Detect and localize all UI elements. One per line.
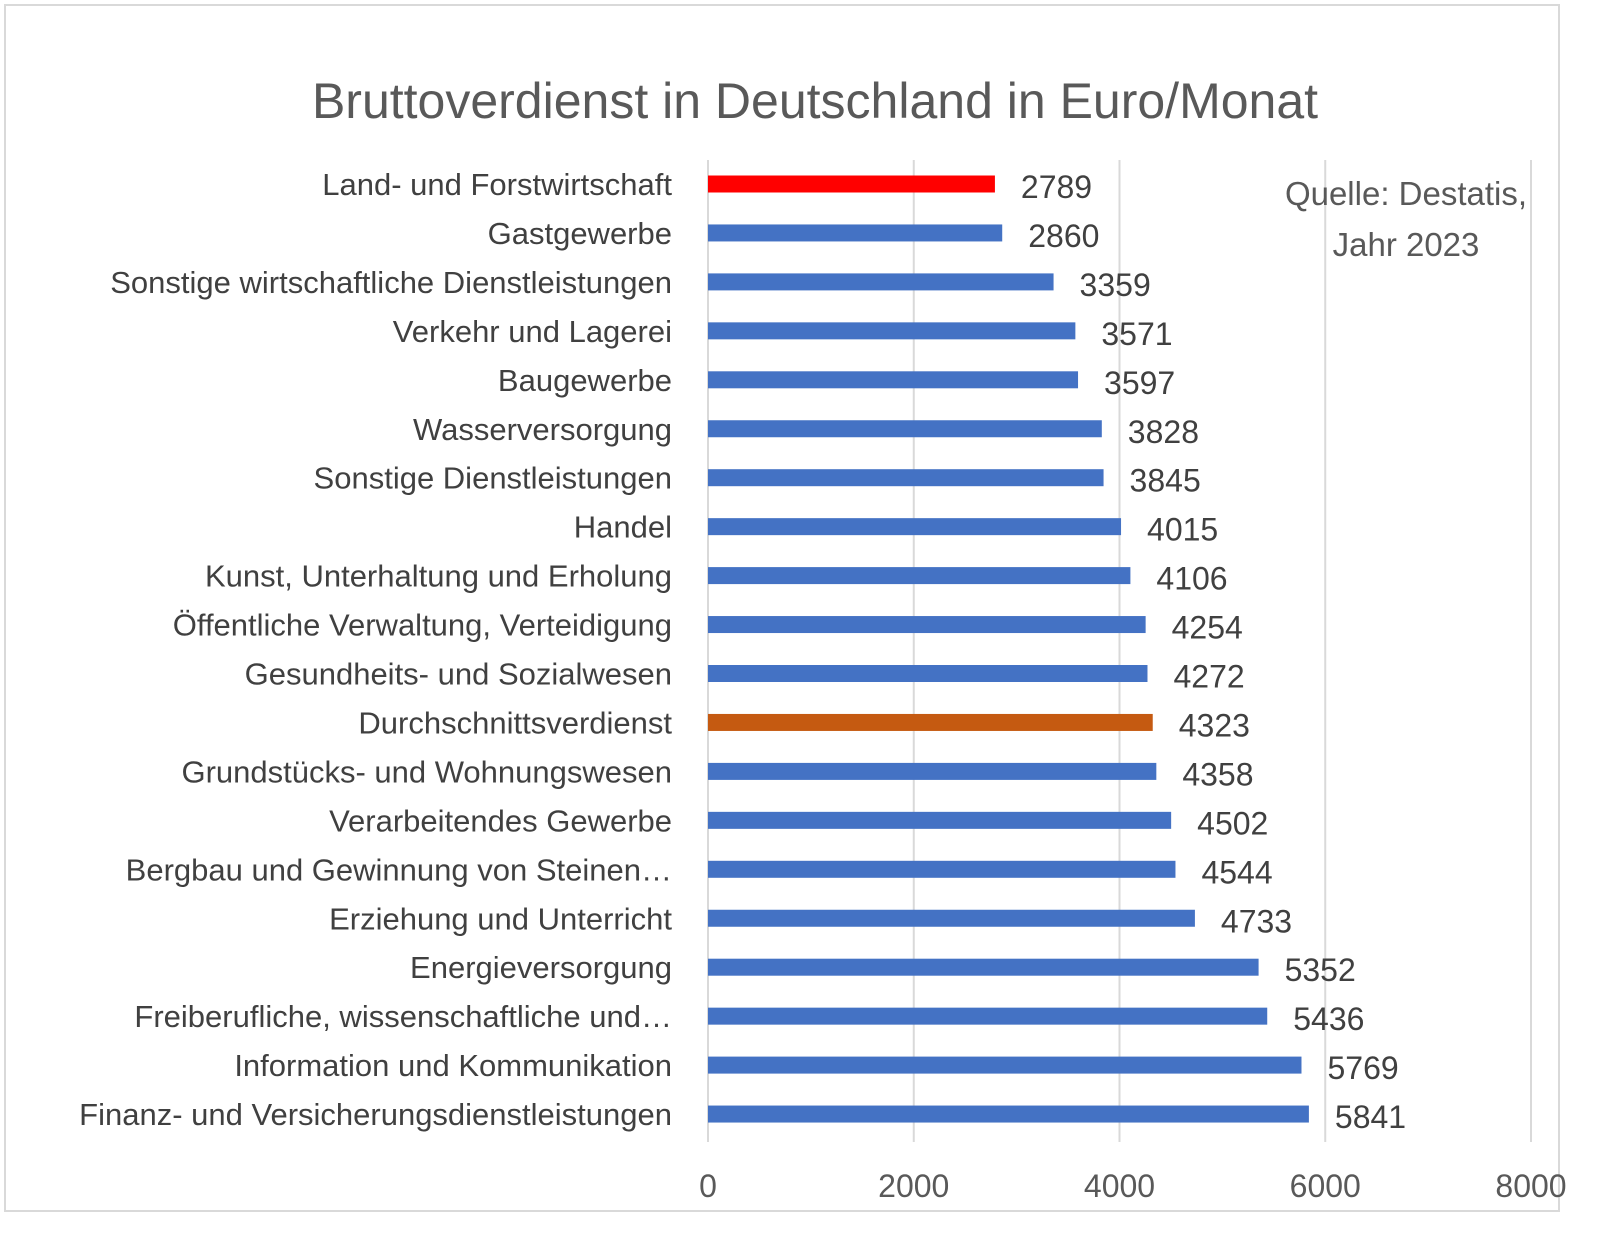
gridlines xyxy=(707,160,1532,1142)
category-label: Wasserversorgung xyxy=(413,412,672,447)
data-label: 5352 xyxy=(1285,952,1356,988)
category-label: Sonstige Dienstleistungen xyxy=(314,461,672,496)
category-label: Bergbau und Gewinnung von Steinen… xyxy=(126,852,672,887)
bar xyxy=(708,322,1076,340)
category-label: Handel xyxy=(574,510,672,545)
bar xyxy=(708,909,1195,927)
source-note-line-1: Quelle: Destatis, xyxy=(1285,175,1527,212)
bar xyxy=(708,665,1148,682)
category-label: Finanz- und Versicherungsdienstleistunge… xyxy=(79,1097,672,1132)
bar xyxy=(708,958,1259,976)
bar xyxy=(708,860,1176,878)
bar xyxy=(708,273,1054,291)
bar xyxy=(708,518,1122,536)
category-label: Durchschnittsverdienst xyxy=(358,705,672,740)
category-label: Gesundheits- und Sozialwesen xyxy=(245,657,672,692)
category-label: Grundstücks- und Wohnungswesen xyxy=(181,754,672,789)
bar xyxy=(708,616,1146,634)
category-label: Kunst, Unterhaltung und Erholung xyxy=(205,559,672,594)
category-label: Freiberufliche, wissenschaftliche und… xyxy=(134,999,672,1034)
bar xyxy=(708,1105,1309,1123)
x-tick-label: 6000 xyxy=(1290,1168,1361,1204)
bar xyxy=(708,762,1157,780)
category-labels: Land- und Forstwirtschaft Gastgewerbe Sons… xyxy=(79,167,672,1132)
data-label: 4323 xyxy=(1179,707,1250,743)
chart-title: Bruttoverdienst in Deutschland in Euro/M… xyxy=(312,73,1318,129)
category-label: Sonstige wirtschaftliche Dienstleistunge… xyxy=(110,265,672,300)
category-label: Land- und Forstwirtschaft xyxy=(322,167,672,202)
bar xyxy=(708,567,1131,585)
category-label: Gastgewerbe xyxy=(488,216,672,251)
data-label: 3845 xyxy=(1130,463,1201,499)
bar xyxy=(708,224,1003,242)
data-label: 2789 xyxy=(1021,169,1092,205)
data-label: 3828 xyxy=(1128,414,1199,450)
category-label: Energieversorgung xyxy=(410,950,672,985)
data-label: 4733 xyxy=(1221,903,1292,939)
category-label: Öffentliche Verwaltung, Verteidigung xyxy=(173,608,672,643)
category-label: Verarbeitendes Gewerbe xyxy=(329,803,672,838)
data-label: 5841 xyxy=(1335,1099,1406,1135)
bar xyxy=(708,175,995,193)
bar xyxy=(708,469,1104,487)
data-label: 5769 xyxy=(1327,1050,1398,1086)
data-label: 4272 xyxy=(1173,659,1244,695)
x-tick-label: 2000 xyxy=(878,1168,949,1204)
data-label: 4544 xyxy=(1201,854,1272,890)
category-label: Verkehr und Lagerei xyxy=(393,314,672,349)
data-label: 5436 xyxy=(1293,1001,1364,1037)
data-label: 3597 xyxy=(1104,365,1175,401)
category-label: Information und Kommunikation xyxy=(234,1048,672,1083)
bar xyxy=(708,713,1153,731)
data-label: 2860 xyxy=(1028,218,1099,254)
data-labels: 2789 2860 3359 3571 3597 3828 3845 4015 4106 4254… xyxy=(1021,169,1406,1135)
data-label: 4254 xyxy=(1172,610,1243,646)
x-tick-label: 8000 xyxy=(1495,1168,1566,1204)
data-label: 4106 xyxy=(1156,561,1227,597)
bar xyxy=(708,1007,1268,1025)
category-label: Baugewerbe xyxy=(498,363,672,398)
data-label: 4358 xyxy=(1182,756,1253,792)
bars xyxy=(708,175,1309,1123)
bar xyxy=(708,811,1172,829)
x-axis-ticks: 0 2000 4000 6000 8000 xyxy=(699,1168,1566,1204)
data-label: 3359 xyxy=(1080,267,1151,303)
category-label: Erziehung und Unterricht xyxy=(329,901,672,936)
data-label: 4015 xyxy=(1147,512,1218,548)
data-label: 3571 xyxy=(1101,316,1172,352)
data-label: 4502 xyxy=(1197,805,1268,841)
x-tick-label: 0 xyxy=(699,1168,717,1204)
x-tick-label: 4000 xyxy=(1084,1168,1155,1204)
source-note-line-2: Jahr 2023 xyxy=(1333,226,1480,263)
bar xyxy=(708,1056,1302,1074)
bar xyxy=(708,371,1079,389)
bar xyxy=(708,420,1102,438)
